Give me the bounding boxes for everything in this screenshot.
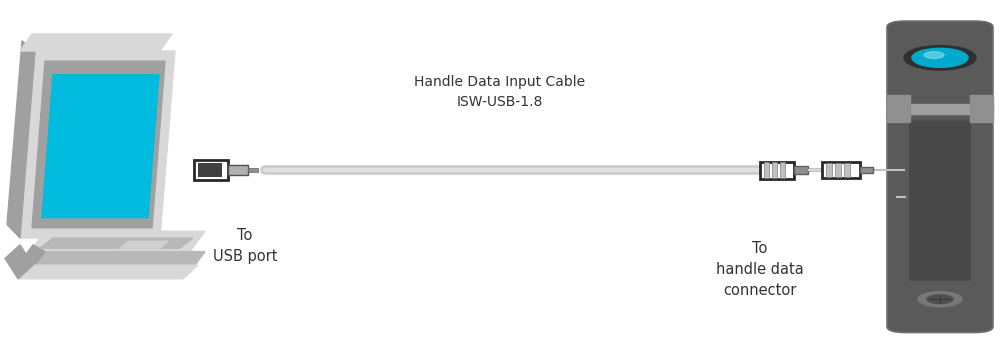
Polygon shape xyxy=(30,252,205,272)
Circle shape xyxy=(904,46,976,70)
Circle shape xyxy=(912,48,968,67)
FancyBboxPatch shape xyxy=(198,163,222,177)
Polygon shape xyxy=(887,95,910,122)
FancyBboxPatch shape xyxy=(835,163,841,177)
Polygon shape xyxy=(5,245,33,279)
FancyBboxPatch shape xyxy=(844,163,850,177)
FancyBboxPatch shape xyxy=(860,167,873,173)
Polygon shape xyxy=(887,104,993,114)
Polygon shape xyxy=(7,41,35,238)
FancyBboxPatch shape xyxy=(248,168,258,172)
Polygon shape xyxy=(42,75,159,218)
Circle shape xyxy=(927,295,953,304)
Polygon shape xyxy=(30,231,205,252)
Text: To
USB port: To USB port xyxy=(213,228,277,264)
FancyBboxPatch shape xyxy=(228,165,248,175)
FancyBboxPatch shape xyxy=(822,162,860,178)
Polygon shape xyxy=(20,51,175,238)
FancyBboxPatch shape xyxy=(194,160,228,180)
FancyBboxPatch shape xyxy=(909,120,971,281)
Polygon shape xyxy=(18,245,45,272)
FancyBboxPatch shape xyxy=(887,21,993,333)
Polygon shape xyxy=(120,241,168,248)
Polygon shape xyxy=(970,95,993,122)
FancyBboxPatch shape xyxy=(772,162,777,178)
FancyBboxPatch shape xyxy=(826,163,832,177)
Circle shape xyxy=(918,292,962,307)
Text: To
handle data
connector: To handle data connector xyxy=(716,241,804,299)
Polygon shape xyxy=(40,238,193,248)
FancyBboxPatch shape xyxy=(794,166,808,174)
FancyBboxPatch shape xyxy=(760,162,794,178)
Polygon shape xyxy=(18,265,198,279)
FancyBboxPatch shape xyxy=(780,162,785,178)
FancyBboxPatch shape xyxy=(764,162,769,178)
Text: Handle Data Input Cable
ISW-USB-1.8: Handle Data Input Cable ISW-USB-1.8 xyxy=(414,75,586,109)
Polygon shape xyxy=(32,61,165,228)
Polygon shape xyxy=(20,34,172,51)
Circle shape xyxy=(924,52,944,58)
